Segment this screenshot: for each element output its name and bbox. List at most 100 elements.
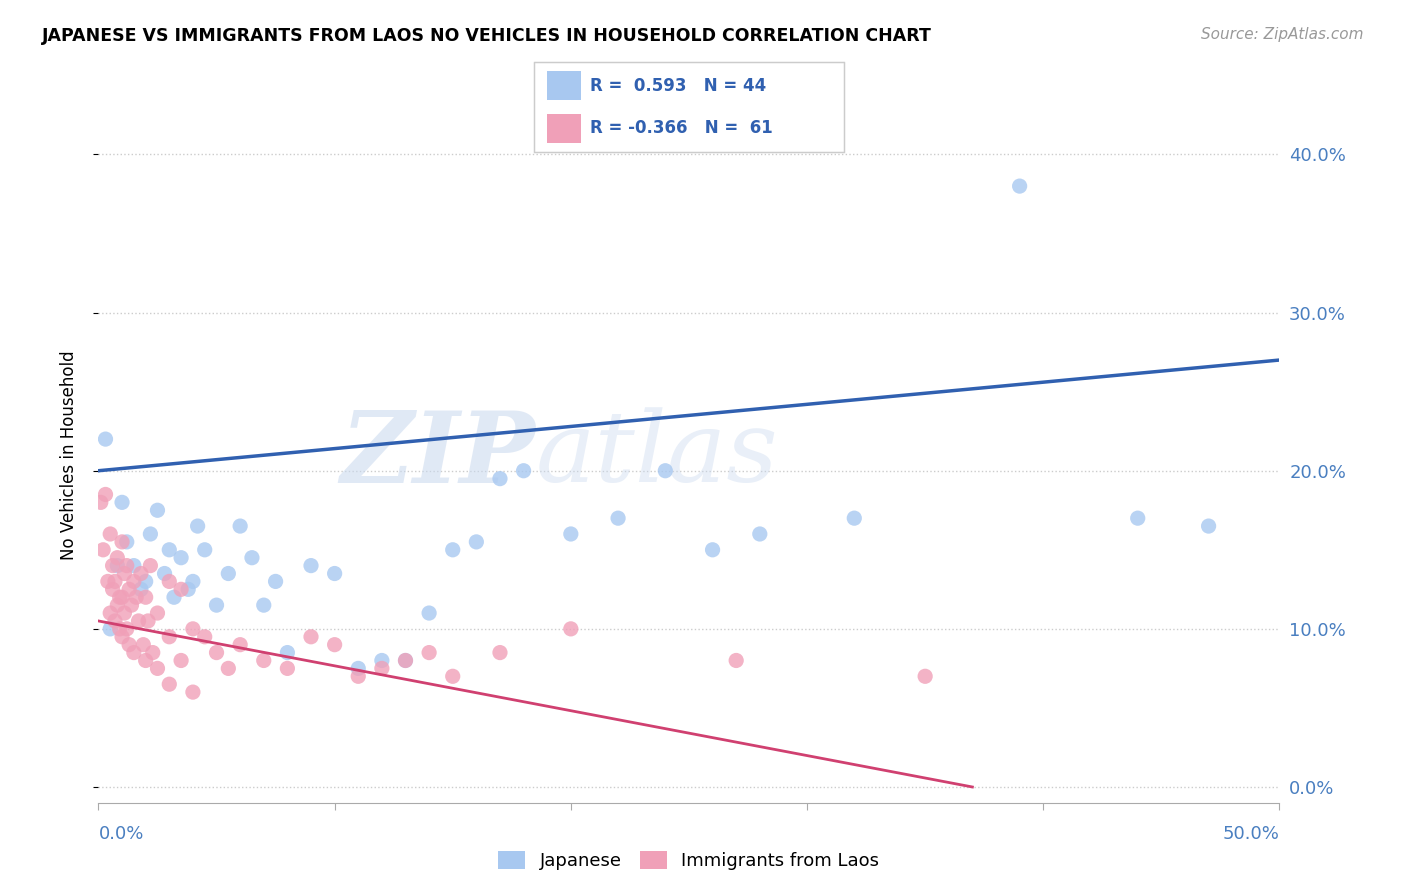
Point — [240, 550, 263, 565]
Text: R =  0.593   N = 44: R = 0.593 N = 44 — [591, 77, 766, 95]
Point — [157, 574, 180, 589]
Point — [118, 582, 141, 597]
Point — [229, 519, 252, 533]
Point — [371, 661, 394, 675]
Point — [1126, 511, 1149, 525]
Point — [276, 646, 298, 660]
Point — [1198, 519, 1220, 533]
Point — [98, 622, 121, 636]
Point — [129, 566, 152, 581]
Point — [104, 574, 127, 589]
Point — [560, 527, 582, 541]
Point — [187, 519, 209, 533]
Point — [181, 622, 204, 636]
Point — [136, 614, 159, 628]
Point — [115, 622, 138, 636]
Point — [163, 591, 186, 605]
Point — [112, 606, 135, 620]
Point — [139, 558, 162, 573]
Point — [194, 542, 217, 557]
Point — [323, 638, 346, 652]
Point — [98, 527, 121, 541]
Text: 50.0%: 50.0% — [1223, 825, 1279, 843]
Point — [146, 606, 169, 620]
Point — [91, 542, 114, 557]
Point — [108, 591, 131, 605]
Text: JAPANESE VS IMMIGRANTS FROM LAOS NO VEHICLES IN HOUSEHOLD CORRELATION CHART: JAPANESE VS IMMIGRANTS FROM LAOS NO VEHI… — [42, 27, 932, 45]
Legend: Japanese, Immigrants from Laos: Japanese, Immigrants from Laos — [491, 844, 887, 877]
Point — [128, 614, 150, 628]
Point — [157, 677, 180, 691]
Point — [94, 487, 117, 501]
Point — [323, 566, 346, 581]
Point — [253, 653, 276, 667]
Point — [146, 661, 169, 675]
Point — [299, 630, 322, 644]
Bar — [547, 114, 581, 143]
Point — [111, 495, 134, 509]
Point — [157, 542, 180, 557]
Point — [299, 558, 322, 573]
Point — [418, 646, 440, 660]
Point — [115, 534, 138, 549]
Point — [177, 582, 200, 597]
Point — [465, 534, 488, 549]
Text: Source: ZipAtlas.com: Source: ZipAtlas.com — [1201, 27, 1364, 42]
Point — [105, 558, 128, 573]
Point — [105, 598, 128, 612]
Point — [132, 638, 155, 652]
Point — [489, 472, 512, 486]
Point — [122, 558, 145, 573]
Point — [111, 534, 134, 549]
Point — [418, 606, 440, 620]
Point — [170, 582, 193, 597]
Point — [441, 542, 464, 557]
Point — [702, 542, 724, 557]
Point — [122, 646, 145, 660]
Point — [194, 630, 217, 644]
Point — [135, 653, 157, 667]
Point — [129, 582, 152, 597]
Point — [101, 582, 124, 597]
Point — [181, 574, 204, 589]
Point — [104, 614, 127, 628]
Point — [181, 685, 204, 699]
Point — [560, 622, 582, 636]
Point — [125, 591, 148, 605]
Point — [654, 464, 676, 478]
Point — [135, 574, 157, 589]
Point — [914, 669, 936, 683]
Point — [94, 432, 117, 446]
Point — [170, 653, 193, 667]
Point — [153, 566, 176, 581]
Point — [122, 574, 145, 589]
Point — [112, 566, 135, 581]
Point — [748, 527, 770, 541]
Point — [205, 598, 228, 612]
Point — [229, 638, 252, 652]
Point — [253, 598, 276, 612]
Point — [217, 661, 239, 675]
Point — [97, 574, 120, 589]
Point — [111, 630, 134, 644]
Point — [135, 591, 157, 605]
Point — [90, 495, 112, 509]
Point — [98, 606, 121, 620]
Point — [139, 527, 162, 541]
Point — [217, 566, 239, 581]
Text: ZIP: ZIP — [340, 407, 536, 503]
Point — [264, 574, 287, 589]
Point — [276, 661, 298, 675]
Point — [101, 558, 124, 573]
Point — [607, 511, 630, 525]
Point — [111, 591, 134, 605]
Point — [489, 646, 512, 660]
Point — [170, 550, 193, 565]
Point — [115, 558, 138, 573]
Y-axis label: No Vehicles in Household: No Vehicles in Household — [59, 350, 77, 560]
Point — [347, 661, 370, 675]
Text: atlas: atlas — [536, 408, 778, 502]
Point — [512, 464, 534, 478]
Point — [1008, 179, 1031, 194]
Point — [108, 622, 131, 636]
